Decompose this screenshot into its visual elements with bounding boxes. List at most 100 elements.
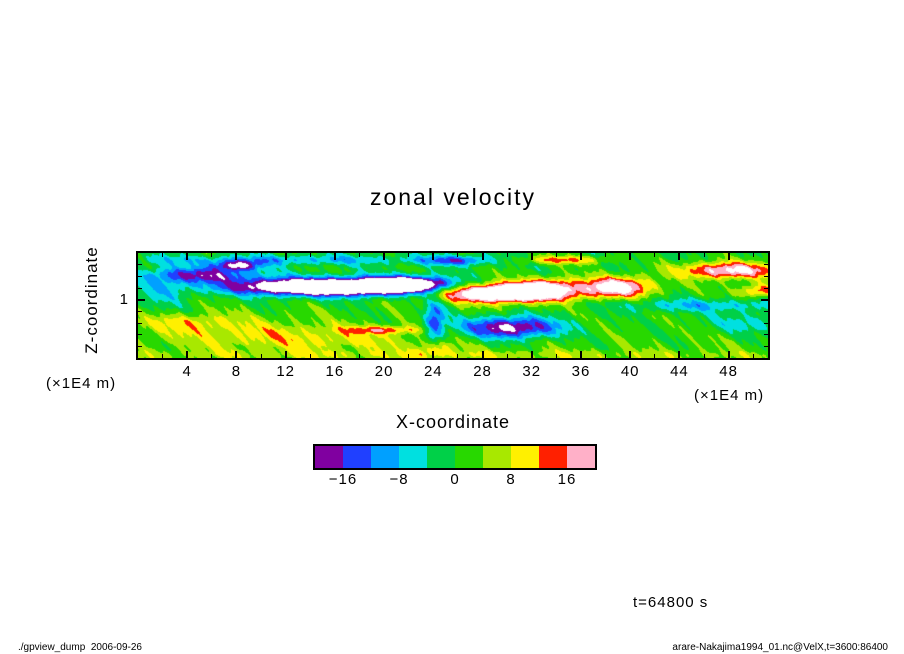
x-tick	[506, 354, 508, 358]
contour-field-canvas	[138, 253, 768, 358]
x-tick	[629, 351, 632, 358]
y-tick	[138, 334, 142, 336]
y-tick-label: 1	[119, 290, 128, 308]
x-tick	[530, 253, 533, 260]
y-tick	[138, 275, 142, 277]
y-tick	[138, 287, 142, 289]
x-tick	[235, 253, 238, 260]
x-tick	[555, 253, 557, 257]
x-axis-label: X-coordinate	[395, 412, 511, 432]
x-tick	[235, 351, 238, 358]
x-tick	[383, 253, 386, 260]
y-tick	[138, 345, 142, 347]
x-tick	[654, 253, 656, 257]
x-tick	[211, 354, 213, 358]
x-tick-label: 28	[473, 363, 492, 380]
footer-command-line: ./gpview_dump 2006-09-26	[18, 642, 142, 653]
colorbar-cell	[315, 446, 343, 468]
colorbar-label: −8	[389, 471, 409, 488]
x-tick-label: 20	[374, 363, 394, 380]
time-annotation: t=64800 s	[633, 594, 709, 611]
y-tick	[764, 275, 768, 277]
y-tick	[764, 310, 768, 312]
y-tick	[764, 334, 768, 336]
x-tick	[383, 351, 386, 358]
x-tick	[752, 354, 754, 358]
x-tick	[408, 253, 410, 257]
x-tick-label: 48	[719, 363, 738, 380]
x-tick	[358, 354, 360, 358]
y-tick	[138, 264, 142, 266]
x-tick	[457, 354, 459, 358]
x-tick	[727, 253, 730, 260]
x-tick-label: 32	[522, 363, 542, 380]
y-tick	[764, 287, 768, 289]
x-tick	[284, 253, 287, 260]
x-tick	[408, 354, 410, 358]
contour-plot	[136, 251, 770, 360]
x-tick-label: 36	[571, 363, 591, 380]
x-tick	[605, 253, 607, 257]
x-tick	[211, 253, 213, 257]
x-tick-label: 24	[423, 363, 443, 380]
chart-title: zonal velocity	[369, 184, 537, 210]
y-tick	[138, 310, 142, 312]
y-tick	[764, 322, 768, 324]
colorbar-label: 0	[450, 471, 460, 488]
x-tick	[530, 351, 533, 358]
y-tick	[138, 298, 145, 301]
colorbar-cell	[567, 446, 595, 468]
x-tick	[703, 253, 705, 257]
colorbar-cell	[483, 446, 511, 468]
x-tick	[162, 253, 164, 257]
x-tick	[678, 253, 681, 260]
x-tick-label: 40	[620, 363, 640, 380]
x-tick	[432, 253, 435, 260]
colorbar-cell	[399, 446, 427, 468]
y-tick	[764, 264, 768, 266]
y-tick	[138, 322, 142, 324]
colorbar-label: −16	[328, 471, 358, 488]
colorbar	[313, 444, 597, 470]
x-tick	[162, 354, 164, 358]
y-tick	[761, 298, 768, 301]
x-tick	[678, 351, 681, 358]
x-tick-label: 4	[182, 363, 192, 380]
x-tick	[333, 253, 336, 260]
x-tick	[654, 354, 656, 358]
colorbar-cell	[427, 446, 455, 468]
x-axis-units: (×1E4 m)	[694, 387, 765, 404]
x-tick	[186, 351, 189, 358]
x-tick	[579, 253, 582, 260]
x-tick-label: 8	[231, 363, 242, 380]
y-tick	[764, 345, 768, 347]
colorbar-cell	[371, 446, 399, 468]
x-tick	[432, 351, 435, 358]
x-tick-label: 16	[325, 363, 345, 380]
x-tick	[284, 351, 287, 358]
x-tick	[358, 253, 360, 257]
x-tick	[703, 354, 705, 358]
x-tick	[260, 354, 262, 358]
colorbar-cell	[343, 446, 371, 468]
x-tick	[506, 253, 508, 257]
x-tick	[727, 351, 730, 358]
x-tick	[481, 253, 484, 260]
x-tick	[457, 253, 459, 257]
colorbar-label: 8	[506, 471, 516, 488]
x-tick-label: 44	[670, 363, 689, 380]
x-tick	[605, 354, 607, 358]
colorbar-cell	[539, 446, 567, 468]
x-tick	[481, 351, 484, 358]
x-tick-label: 12	[276, 363, 295, 380]
x-tick	[260, 253, 262, 257]
x-tick	[309, 253, 311, 257]
footer-data-source: arare-Nakajima1994_01.nc@VelX,t=3600:864…	[672, 642, 888, 653]
x-tick	[579, 351, 582, 358]
x-tick	[333, 351, 336, 358]
x-tick	[752, 253, 754, 257]
x-tick	[186, 253, 189, 260]
colorbar-cell	[455, 446, 483, 468]
colorbar-label: 16	[557, 471, 577, 488]
